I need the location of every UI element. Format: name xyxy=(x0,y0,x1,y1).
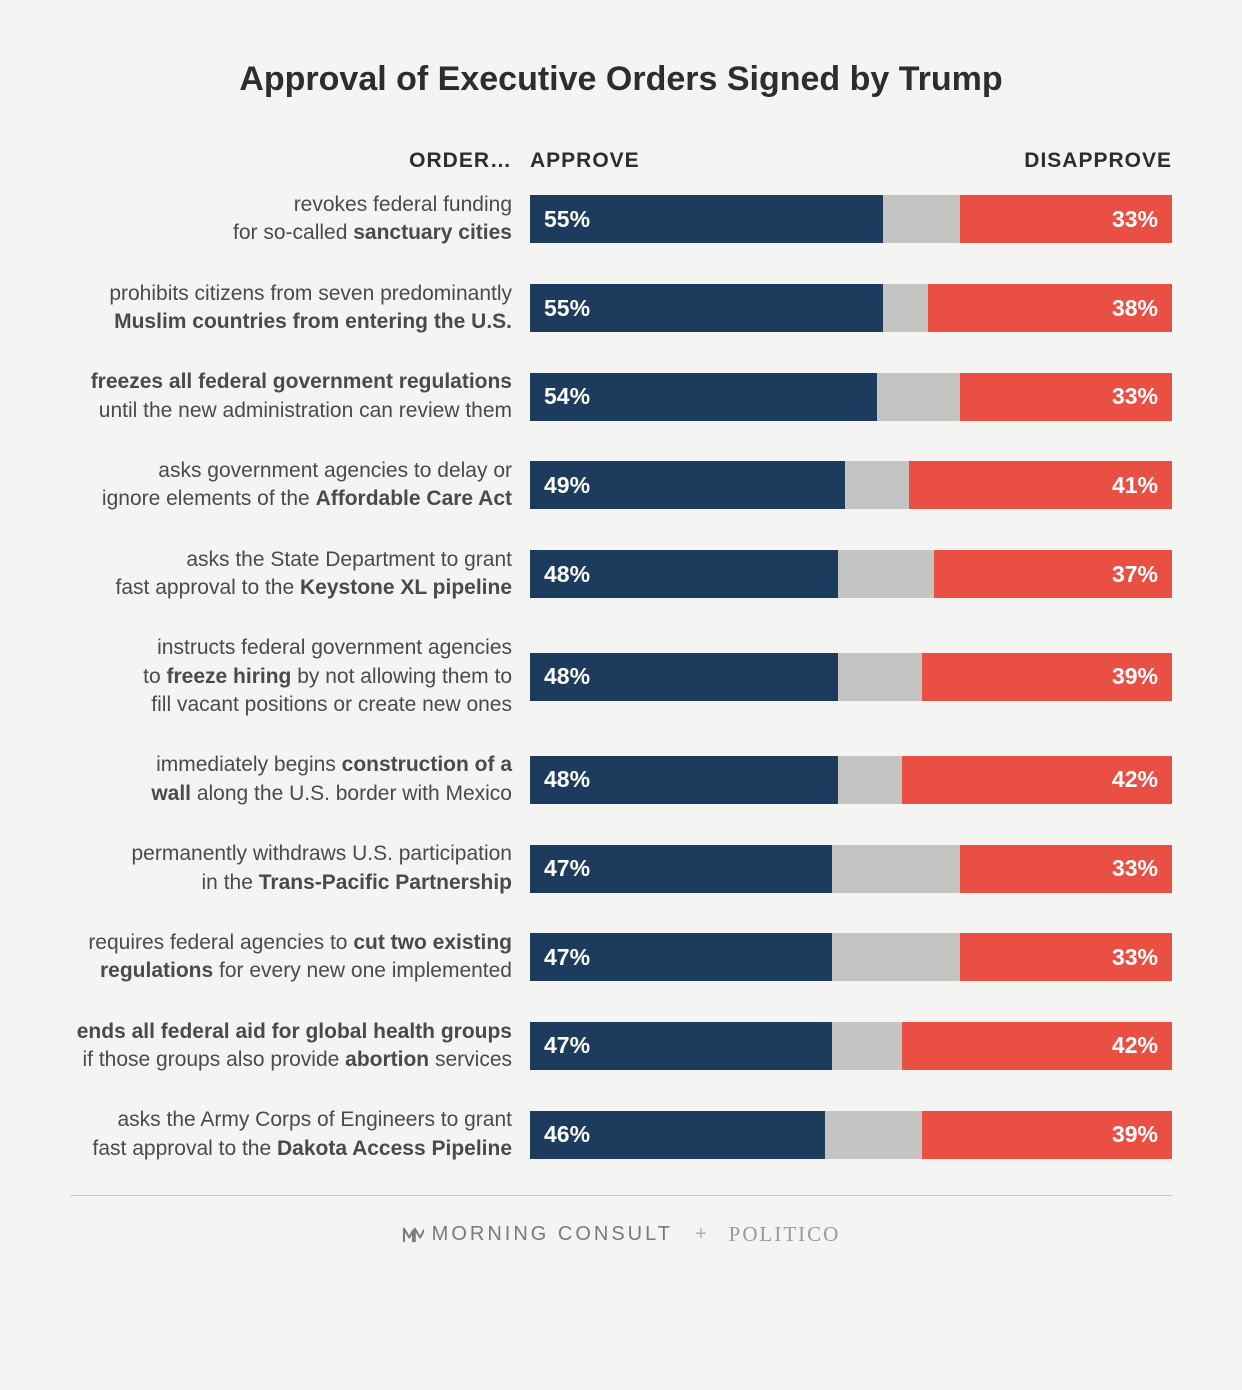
disapprove-segment: 42% xyxy=(902,1022,1172,1070)
approve-segment: 47% xyxy=(530,1022,832,1070)
neutral-segment xyxy=(883,284,928,332)
bar: 55% 38% xyxy=(530,284,1172,332)
neutral-segment xyxy=(845,461,909,509)
row-label: instructs federal government agenciesto … xyxy=(70,634,530,719)
bar-rows: revokes federal fundingfor so-called san… xyxy=(70,191,1172,1163)
header-disapprove: DISAPPROVE xyxy=(1024,149,1172,173)
row-label: requires federal agencies to cut two exi… xyxy=(70,929,530,986)
bar-row: asks the Army Corps of Engineers to gran… xyxy=(70,1106,1172,1163)
footer: MORNING CONSULT + POLITICO xyxy=(70,1196,1172,1257)
disapprove-segment: 39% xyxy=(922,653,1172,701)
brand-morning-consult: MORNING CONSULT xyxy=(402,1223,673,1246)
disapprove-segment: 33% xyxy=(960,195,1172,243)
row-label: asks the State Department to grantfast a… xyxy=(70,546,530,603)
approve-segment: 55% xyxy=(530,284,883,332)
row-label: asks the Army Corps of Engineers to gran… xyxy=(70,1106,530,1163)
approve-segment: 48% xyxy=(530,756,838,804)
disapprove-segment: 38% xyxy=(928,284,1172,332)
neutral-segment xyxy=(838,756,902,804)
disapprove-segment: 37% xyxy=(934,550,1172,598)
bar-row: prohibits citizens from seven predominan… xyxy=(70,280,1172,337)
row-label: freezes all federal government regulatio… xyxy=(70,368,530,425)
header-order: ORDER… xyxy=(70,149,530,173)
row-label: revokes federal fundingfor so-called san… xyxy=(70,191,530,248)
neutral-segment xyxy=(838,550,934,598)
neutral-segment xyxy=(832,933,960,981)
bar: 47% 33% xyxy=(530,845,1172,893)
bar-row: permanently withdraws U.S. participation… xyxy=(70,840,1172,897)
bar-row: asks the State Department to grantfast a… xyxy=(70,546,1172,603)
neutral-segment xyxy=(825,1111,921,1159)
row-label: asks government agencies to delay origno… xyxy=(70,457,530,514)
bar: 46% 39% xyxy=(530,1111,1172,1159)
bar-row: asks government agencies to delay origno… xyxy=(70,457,1172,514)
approve-segment: 47% xyxy=(530,933,832,981)
disapprove-segment: 39% xyxy=(922,1111,1172,1159)
row-label: prohibits citizens from seven predominan… xyxy=(70,280,530,337)
bar-row: freezes all federal government regulatio… xyxy=(70,368,1172,425)
bar: 47% 42% xyxy=(530,1022,1172,1070)
footer-plus: + xyxy=(695,1223,707,1246)
brand-politico: POLITICO xyxy=(729,1222,841,1247)
approve-segment: 49% xyxy=(530,461,845,509)
row-label: ends all federal aid for global health g… xyxy=(70,1018,530,1075)
disapprove-segment: 42% xyxy=(902,756,1172,804)
neutral-segment xyxy=(877,373,960,421)
bar: 47% 33% xyxy=(530,933,1172,981)
bar: 48% 37% xyxy=(530,550,1172,598)
bar-row: revokes federal fundingfor so-called san… xyxy=(70,191,1172,248)
approve-segment: 47% xyxy=(530,845,832,893)
bar: 55% 33% xyxy=(530,195,1172,243)
bar-row: ends all federal aid for global health g… xyxy=(70,1018,1172,1075)
approve-segment: 48% xyxy=(530,550,838,598)
bar: 54% 33% xyxy=(530,373,1172,421)
bar: 48% 39% xyxy=(530,653,1172,701)
approve-segment: 55% xyxy=(530,195,883,243)
bar-row: immediately begins construction of awall… xyxy=(70,751,1172,808)
approve-segment: 54% xyxy=(530,373,877,421)
approve-segment: 48% xyxy=(530,653,838,701)
disapprove-segment: 33% xyxy=(960,845,1172,893)
approve-segment: 46% xyxy=(530,1111,825,1159)
disapprove-segment: 41% xyxy=(909,461,1172,509)
row-label: permanently withdraws U.S. participation… xyxy=(70,840,530,897)
chart-container: Approval of Executive Orders Signed by T… xyxy=(0,0,1242,1297)
row-label: immediately begins construction of awall… xyxy=(70,751,530,808)
chart-title: Approval of Executive Orders Signed by T… xyxy=(70,60,1172,99)
morning-consult-icon xyxy=(402,1225,424,1243)
bar-row: requires federal agencies to cut two exi… xyxy=(70,929,1172,986)
neutral-segment xyxy=(832,1022,903,1070)
neutral-segment xyxy=(838,653,921,701)
brand1-text: MORNING CONSULT xyxy=(432,1223,673,1246)
bar: 49% 41% xyxy=(530,461,1172,509)
bar-row: instructs federal government agenciesto … xyxy=(70,634,1172,719)
bar: 48% 42% xyxy=(530,756,1172,804)
disapprove-segment: 33% xyxy=(960,373,1172,421)
neutral-segment xyxy=(832,845,960,893)
header-approve: APPROVE xyxy=(530,149,640,173)
disapprove-segment: 33% xyxy=(960,933,1172,981)
neutral-segment xyxy=(883,195,960,243)
column-headers: ORDER… APPROVE DISAPPROVE xyxy=(70,149,1172,173)
